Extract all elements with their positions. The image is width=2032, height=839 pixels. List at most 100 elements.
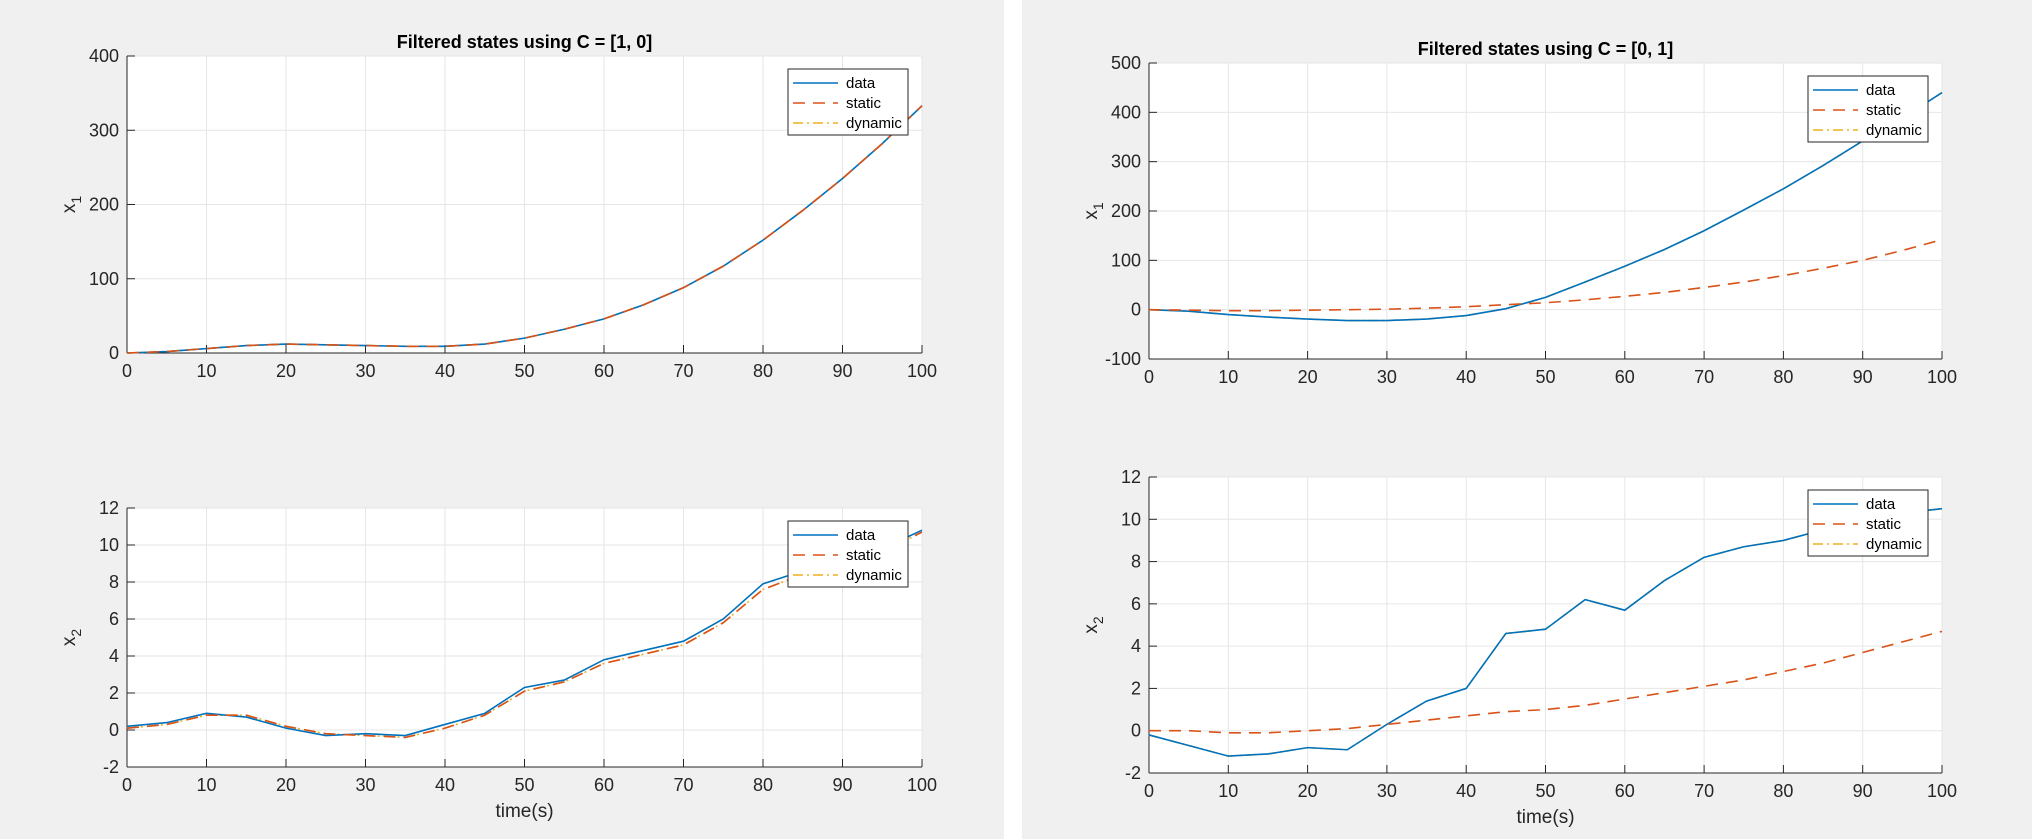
y-tick-label: 200 [1111,201,1141,221]
y-tick-label: -100 [1105,349,1141,369]
y-tick-label: 100 [89,269,119,289]
y-axis-label: x2 [1081,616,1106,634]
x-tick-label: 60 [1615,367,1635,387]
x-tick-label: 70 [1694,367,1714,387]
series-line-static [1148,238,1943,312]
x-tick-label: 70 [673,361,693,381]
y-axis-label: x2 [59,629,84,647]
y-tick-label: 6 [109,609,119,629]
legend-label-static: static [1866,516,1902,533]
x-tick-label: 80 [753,775,773,795]
x-tick-label: 70 [673,775,693,795]
y-tick-label: 12 [1121,467,1141,487]
x-tick-label: 60 [594,775,614,795]
legend-label-data: data [846,75,876,92]
y-tick-label: -2 [103,757,119,777]
y-tick-label: 8 [1131,552,1141,572]
x-tick-label: 50 [1535,367,1555,387]
x-tick-label: 40 [1456,367,1476,387]
y-tick-label: 0 [1131,721,1141,741]
legend-label-static: static [846,547,882,564]
x-tick-label: 0 [1144,367,1154,387]
x-tick-label: 80 [1773,781,1793,801]
series-line-static [1149,630,1943,734]
x-tick-label: 40 [435,361,455,381]
x-tick-label: 20 [276,775,296,795]
x-tick-label: 100 [907,775,937,795]
x-tick-label: 60 [1615,781,1635,801]
legend-box [1807,75,1929,143]
y-tick-label: 100 [1111,250,1141,270]
legend-label-static: static [846,95,882,112]
x-tick-label: 10 [196,775,216,795]
legend-label-dynamic: dynamic [1866,536,1922,553]
figure-right-canvas: 0 10 20 30 40 50 60 70 80 90 100-10001002003004005… [1081,39,1957,828]
x-tick-label: 30 [355,775,375,795]
y-tick-label: 4 [109,646,119,666]
x-axis-label: time(s) [1516,807,1574,828]
x-tick-label: 10 [1218,367,1238,387]
x-tick-label: 90 [1853,781,1873,801]
y-tick-label: 6 [1131,594,1141,614]
chart-0: 0 10 20 30 40 50 60 70 80 90 100 0 100 200 300 400 Filte… [59,32,937,381]
legend-label-static: static [1866,102,1902,119]
y-tick-label: 0 [1131,300,1141,320]
x-tick-label: 70 [1694,781,1714,801]
x-tick-label: 80 [753,361,773,381]
legend-label-data: data [1866,82,1896,99]
x-tick-label: 30 [1377,781,1397,801]
chart-2: 0 10 20 30 40 50 60 70 80 90 100-10001002003004005… [1081,39,1957,387]
x-tick-label: 90 [832,361,852,381]
chart-1: 0 10 20 30 40 50 60 70 80 90 100-2024681012time(s)… [59,498,937,822]
chart-title: Filtered states using C = [1, 0] [397,32,653,52]
legend-label-data: data [1866,496,1896,513]
x-tick-label: 90 [1853,367,1873,387]
y-tick-label: 300 [89,120,119,140]
legend-box [1807,489,1929,557]
y-tick-label: 500 [1111,53,1141,73]
x-axis-label: time(s) [495,801,553,822]
x-tick-label: 10 [1218,781,1238,801]
y-axis-label: x1 [59,196,84,214]
legend-box [787,68,909,136]
x-tick-label: 20 [276,361,296,381]
x-tick-label: 20 [1298,781,1318,801]
figure-window-right: 0 10 20 30 40 50 60 70 80 90 100 -100 0 100 200 300 400 5… [1022,0,2032,839]
series-line-data [1148,91,1943,322]
legend-label-dynamic: dynamic [1866,122,1922,139]
x-tick-label: 30 [355,361,375,381]
chart-title: Filtered states using C = [0, 1] [1418,39,1674,59]
legend-label-dynamic: dynamic [846,567,902,584]
x-tick-label: 100 [1927,367,1957,387]
y-tick-label: 0 [109,343,119,363]
x-tick-label: 80 [1773,367,1793,387]
x-tick-label: 60 [594,361,614,381]
x-tick-label: 90 [832,775,852,795]
window-divider [1004,0,1022,839]
y-tick-label: 4 [1131,636,1141,656]
x-tick-label: 20 [1298,367,1318,387]
x-tick-label: 50 [514,775,534,795]
x-tick-label: 100 [1927,781,1957,801]
x-tick-label: 30 [1377,367,1397,387]
y-tick-label: 300 [1111,152,1141,172]
figure-window-left: 0 10 20 30 40 50 60 70 80 90 100 0 100 200 300 400 Filte… [0,0,1004,839]
y-tick-label: 10 [99,535,119,555]
series-line-static [126,105,923,354]
figure-left-canvas: 0 10 20 30 40 50 60 70 80 90 1000100200300400Filte… [59,32,937,822]
y-tick-label: -2 [1125,763,1141,783]
x-tick-label: 40 [435,775,455,795]
y-tick-label: 0 [109,720,119,740]
legend-label-dynamic: dynamic [846,115,902,132]
y-tick-label: 10 [1121,509,1141,529]
legend-label-data: data [846,527,876,544]
y-tick-label: 2 [109,683,119,703]
x-tick-label: 40 [1456,781,1476,801]
x-tick-label: 50 [514,361,534,381]
y-tick-label: 2 [1131,678,1141,698]
y-tick-label: 400 [89,46,119,66]
x-tick-label: 50 [1535,781,1555,801]
x-tick-label: 10 [196,361,216,381]
legend-box [787,520,909,588]
y-tick-label: 8 [109,572,119,592]
